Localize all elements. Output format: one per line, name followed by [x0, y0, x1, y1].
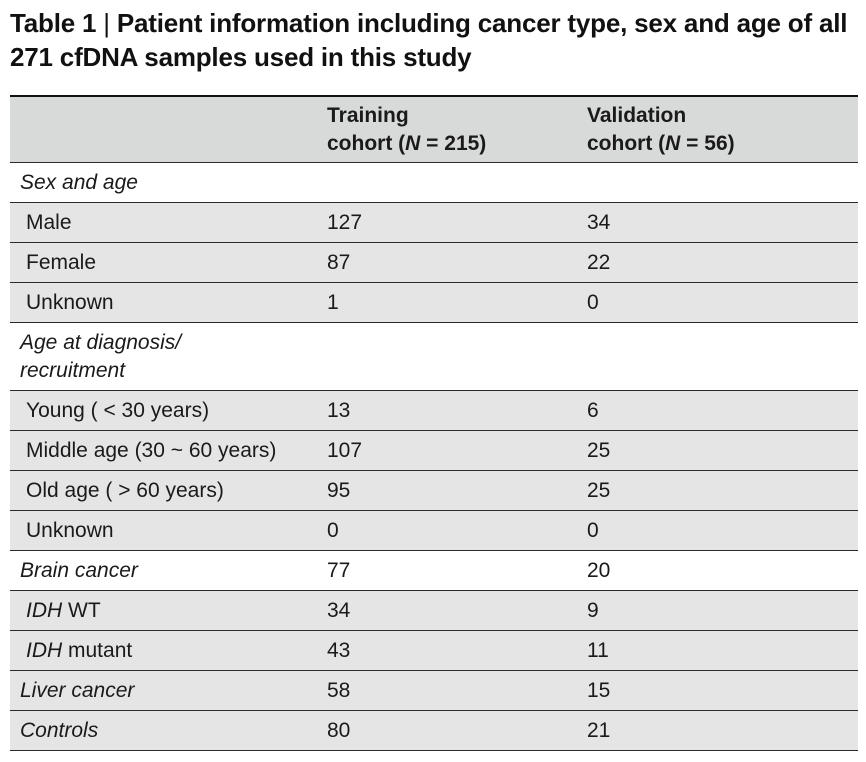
training-value: 127: [327, 210, 363, 234]
validation-value: 20: [587, 558, 611, 582]
table-row: Male 127 34: [10, 203, 858, 243]
validation-value: 11: [587, 638, 609, 662]
header-validation-n: N: [665, 131, 681, 155]
table-caption: Table 1 | Patient information including …: [10, 6, 856, 74]
header-validation-line2: cohort (N = 56): [587, 130, 858, 158]
section-label-line2: recruitment: [20, 358, 126, 382]
validation-value: 25: [587, 438, 611, 462]
header-validation-line1: Validation: [587, 103, 687, 127]
validation-value: 25: [587, 478, 611, 502]
section-label: Controls: [20, 718, 99, 742]
row-label-gene: IDH: [26, 638, 63, 662]
section-label: Brain cancer: [20, 558, 138, 582]
table-row: IDH mutant 43 11: [10, 631, 858, 671]
header-cell-validation: Validation cohort (N = 56): [585, 102, 858, 158]
caption-separator: |: [96, 8, 117, 38]
training-value: 13: [327, 398, 351, 422]
header-cell-training: Training cohort (N = 215): [325, 102, 585, 158]
row-label: Unknown: [26, 518, 114, 542]
header-training-line1: Training: [327, 103, 409, 127]
table-row-section: Liver cancer 58 15: [10, 671, 858, 711]
table-header-row: Training cohort (N = 215) Validation coh…: [10, 97, 858, 163]
table-row: Unknown 1 0: [10, 283, 858, 323]
training-value: 43: [327, 638, 351, 662]
section-label: Liver cancer: [20, 678, 135, 702]
table-label: Table 1: [10, 8, 97, 38]
validation-value: 34: [587, 210, 611, 234]
training-value: 80: [327, 718, 351, 742]
training-value: 107: [327, 438, 363, 462]
validation-value: 22: [587, 250, 611, 274]
row-label: Unknown: [26, 290, 114, 314]
table-row: Unknown 0 0: [10, 511, 858, 551]
header-validation-post: = 56): [680, 131, 735, 155]
training-value: 34: [327, 598, 351, 622]
table-row: IDH WT 34 9: [10, 591, 858, 631]
table-row-section: Controls 80 21: [10, 711, 858, 751]
row-label: IDH WT: [10, 597, 325, 625]
table-row: Old age ( > 60 years) 95 25: [10, 471, 858, 511]
training-value: 95: [327, 478, 351, 502]
row-label: IDH mutant: [10, 637, 325, 665]
header-training-post: = 215): [420, 131, 487, 155]
section-label: Age at diagnosis/ recruitment: [10, 329, 325, 385]
row-label: Middle age (30 ~ 60 years): [26, 438, 277, 462]
row-label-rest: mutant: [62, 638, 133, 662]
table-row-section: Sex and age: [10, 163, 858, 203]
table-row-section: Age at diagnosis/ recruitment: [10, 323, 858, 391]
validation-value: 15: [587, 678, 611, 702]
training-value: 58: [327, 678, 351, 702]
patient-info-table: Training cohort (N = 215) Validation coh…: [10, 95, 858, 751]
table-row: Female 87 22: [10, 243, 858, 283]
header-validation-pre: cohort (: [587, 131, 666, 155]
table-row-section: Brain cancer 77 20: [10, 551, 858, 591]
row-label: Young ( < 30 years): [26, 398, 210, 422]
section-label-line1: Age at diagnosis/: [20, 330, 182, 354]
header-training-pre: cohort (: [327, 131, 406, 155]
validation-value: 0: [587, 518, 599, 542]
validation-value: 6: [587, 398, 599, 422]
training-value: 1: [327, 290, 339, 314]
header-training-n: N: [405, 131, 421, 155]
caption-text: Patient information including cancer typ…: [10, 8, 848, 72]
validation-value: 21: [587, 718, 611, 742]
table-row: Middle age (30 ~ 60 years) 107 25: [10, 431, 858, 471]
validation-value: 0: [587, 290, 599, 314]
row-label: Old age ( > 60 years): [26, 478, 224, 502]
training-value: 0: [327, 518, 339, 542]
section-label: Sex and age: [20, 170, 138, 194]
row-label-gene: IDH: [26, 598, 63, 622]
validation-value: 9: [587, 598, 599, 622]
row-label-rest: WT: [62, 598, 101, 622]
table-row: Young ( < 30 years) 13 6: [10, 391, 858, 431]
training-value: 87: [327, 250, 351, 274]
header-training-line2: cohort (N = 215): [327, 130, 585, 158]
row-label: Female: [26, 250, 97, 274]
training-value: 77: [327, 558, 351, 582]
row-label: Male: [26, 210, 72, 234]
